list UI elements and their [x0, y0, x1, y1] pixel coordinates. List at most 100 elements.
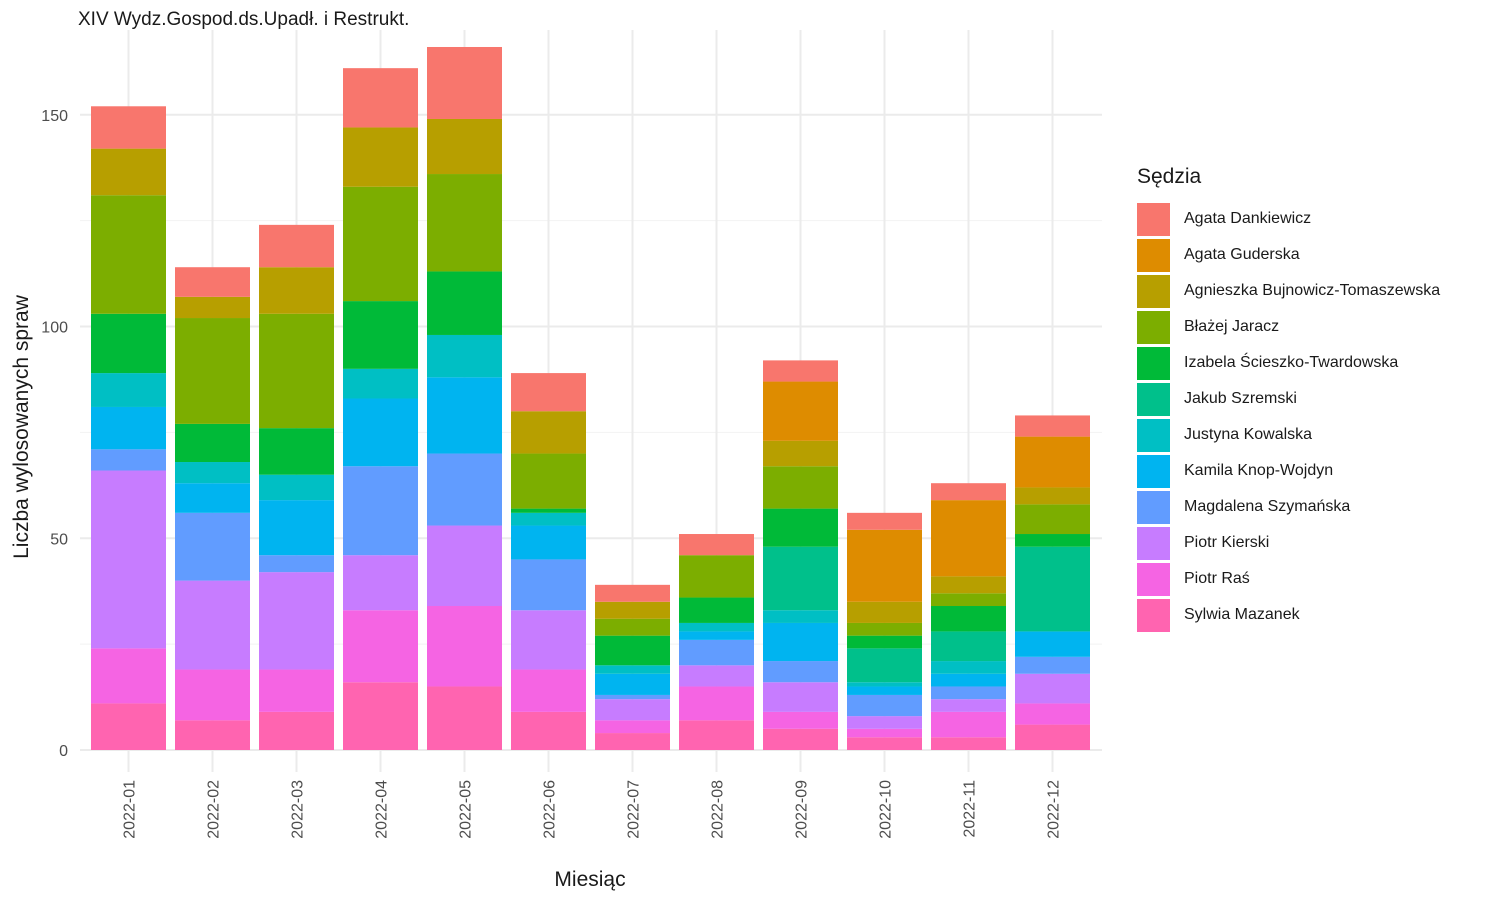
legend-item: Piotr Raś [1137, 561, 1440, 597]
bar-segment [847, 737, 922, 750]
bar-segment [259, 572, 334, 670]
bar-segment [91, 313, 166, 374]
bar-segment [175, 318, 250, 424]
bar-segment [931, 673, 1006, 687]
legend-label: Jakub Szremski [1184, 390, 1297, 407]
bar-segment [847, 512, 922, 530]
legend-label: Agata Guderska [1184, 246, 1300, 263]
bar-segment [427, 606, 502, 687]
bar-segment [175, 669, 250, 721]
bar-segment [763, 711, 838, 729]
legend-swatch [1137, 202, 1170, 236]
bar-segment [847, 682, 922, 687]
bar-segment [1015, 703, 1090, 725]
legend-item: Jakub Szremski [1137, 381, 1440, 417]
bar-segment [679, 622, 754, 632]
y-tick-labels: 0 50 100 150 [41, 108, 68, 760]
bar-segment [679, 686, 754, 721]
legend-item: Sylwia Mazanek [1137, 597, 1440, 633]
bar-segment [931, 737, 1006, 750]
x-tick-label: 2022-07 [626, 780, 643, 839]
bar-segment [679, 555, 754, 598]
bar-segment [931, 483, 1006, 501]
bar-segment [259, 313, 334, 429]
legend-label: Kamila Knop-Wojdyn [1184, 462, 1334, 479]
bar-segment [175, 580, 250, 670]
bar-segment [931, 576, 1006, 594]
chart-title: XIV Wydz.Gospod.ds.Upadł. i Restrukt. [78, 9, 410, 30]
bar-segment [931, 500, 1006, 577]
legend-swatch [1137, 598, 1170, 632]
bar-segment [679, 534, 754, 556]
bar-segment [343, 301, 418, 369]
bar-segment [1015, 546, 1090, 632]
bar-segment [427, 271, 502, 335]
bars [91, 46, 1090, 750]
legend-item: Justyna Kowalska [1137, 417, 1440, 453]
bar-segment [91, 373, 166, 407]
bar-segment [175, 296, 250, 319]
bar-segment [259, 428, 334, 475]
x-tick-label: 2022-03 [290, 780, 307, 839]
legend-label: Justyna Kowalska [1184, 426, 1313, 443]
bar-segment [1015, 656, 1090, 674]
x-tick-label: 2022-11 [962, 780, 979, 838]
bar-segment [931, 661, 1006, 674]
legend-item: Błażej Jaracz [1137, 309, 1440, 345]
bar-segment [595, 635, 670, 666]
legend-label: Piotr Raś [1184, 570, 1250, 587]
bar-segment [511, 610, 586, 670]
bar-segment [595, 720, 670, 734]
legend-label: Agnieszka Bujnowicz-Tomaszewska [1184, 282, 1441, 299]
bar-segment [763, 622, 838, 662]
bar-segment [595, 665, 670, 674]
bar-segment [763, 508, 838, 547]
bar-segment [847, 622, 922, 636]
legend-item: Agata Guderska [1137, 237, 1440, 273]
bar-segment [511, 453, 586, 509]
bar-segment [1015, 724, 1090, 750]
legend-label: Błażej Jaracz [1184, 318, 1280, 335]
bar-segment [847, 686, 922, 695]
bar-segment [763, 728, 838, 750]
bar-segment [427, 686, 502, 750]
x-axis-label: Miesiąc [554, 868, 625, 891]
bar-segment [595, 694, 670, 700]
bar-segment [259, 711, 334, 750]
bar-segment [259, 474, 334, 501]
legend: Sędzia Agata Dankiewicz Agata Guderska Agn… [1137, 165, 1440, 633]
legend-swatch [1137, 526, 1170, 560]
bar-segment [595, 584, 670, 602]
bar-segment [931, 593, 1006, 607]
bar-segment [679, 631, 754, 640]
legend-items: Agata Dankiewicz Agata Guderska Agnieszka … [1137, 201, 1440, 633]
bar-segment [679, 639, 754, 666]
bar-segment [847, 635, 922, 649]
bar-segment [175, 423, 250, 463]
y-tick-label: 150 [41, 108, 68, 125]
bar-segment [931, 699, 1006, 712]
x-tick-labels: 2022-01 2022-02 2022-03 2022-04 2022-05 2022-… [122, 780, 1063, 839]
bar-segment [259, 669, 334, 712]
bar-segment [91, 470, 166, 649]
bar-segment [931, 686, 1006, 700]
bar-segment [427, 525, 502, 607]
bar-segment [763, 360, 838, 382]
legend-item: Piotr Kierski [1137, 525, 1440, 561]
legend-item: Agnieszka Bujnowicz-Tomaszewska [1137, 273, 1440, 309]
bar-segment [259, 555, 334, 573]
legend-item: Kamila Knop-Wojdyn [1137, 453, 1440, 489]
bar-segment [91, 106, 166, 149]
legend-swatch [1137, 490, 1170, 524]
bar-segment [511, 669, 586, 712]
bar-segment [91, 449, 166, 471]
bar-segment [343, 127, 418, 187]
bar-segment [175, 720, 250, 750]
bar-segment [427, 334, 502, 378]
legend-item: Agata Dankiewicz [1137, 201, 1440, 237]
bar-segment [343, 68, 418, 128]
bar-segment [763, 546, 838, 611]
legend-label: Piotr Kierski [1184, 534, 1270, 551]
bar-segment [511, 525, 586, 560]
bar-segment [1015, 415, 1090, 437]
